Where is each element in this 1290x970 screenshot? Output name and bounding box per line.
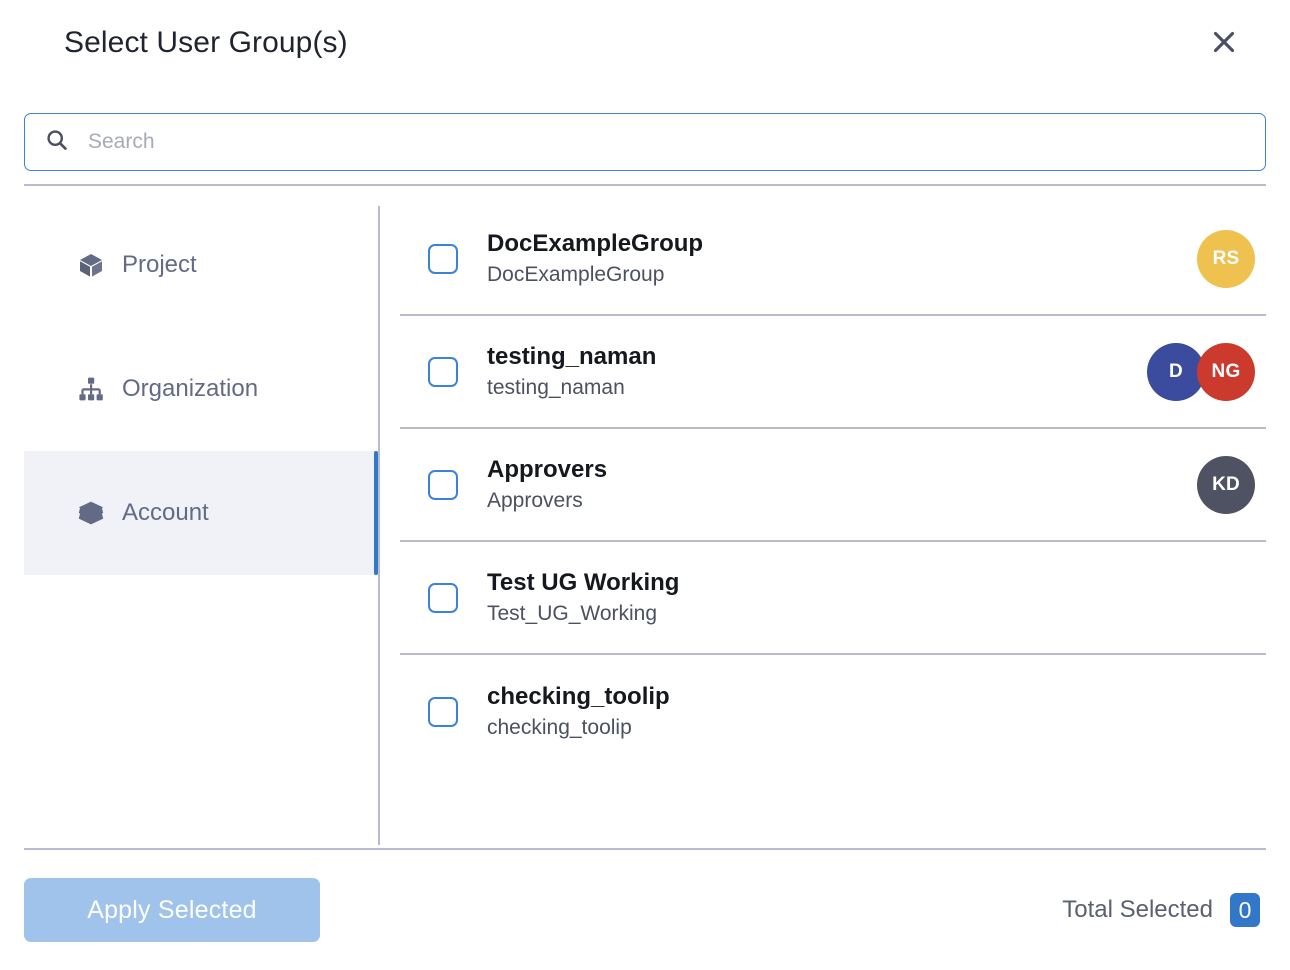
avatar-group: D NG [1147,342,1255,401]
group-subtitle: checking_toolip [487,715,632,739]
sidebar-item-label: Project [122,251,197,278]
avatar: NG [1197,342,1255,401]
search-icon [45,128,69,157]
group-subtitle: testing_naman [487,375,625,399]
group-subtitle: Approvers [487,488,583,512]
group-checkbox[interactable] [428,243,458,274]
group-name: testing_naman [487,343,657,371]
avatar: KD [1197,455,1255,514]
group-name: DocExampleGroup [487,230,704,258]
group-subtitle: DocExampleGroup [487,262,665,286]
sitemap-icon [76,374,106,404]
group-subtitle: Test_UG_Working [487,601,658,625]
avatar-group: RS [1197,229,1255,288]
table-row[interactable]: DocExampleGroup DocExampleGroup RS [400,203,1266,316]
avatar: D [1147,342,1205,401]
group-checkbox[interactable] [428,696,458,727]
table-row[interactable]: Approvers Approvers KD [400,429,1266,542]
group-checkbox[interactable] [428,356,458,387]
close-button[interactable] [1202,21,1246,65]
group-text: DocExampleGroup DocExampleGroup [487,230,1197,287]
total-selected-label: Total Selected [1062,896,1213,923]
sidebar-item-label: Account [122,499,209,526]
group-name: checking_toolip [487,683,670,711]
cube-icon [76,250,106,280]
scope-sidebar: Project Organization [0,203,378,848]
group-checkbox[interactable] [428,469,458,500]
total-selected: Total Selected 0 [1062,893,1260,927]
table-row[interactable]: Test UG Working Test_UG_Working [400,542,1266,655]
group-name: Approvers [487,456,608,484]
footer-divider [24,848,1266,850]
sidebar-item-account[interactable]: Account [24,451,378,575]
sidebar-item-label: Organization [122,375,259,402]
dialog-header: Select User Group(s) [0,0,1290,86]
apply-selected-button[interactable]: Apply Selected [24,878,320,942]
group-text: Approvers Approvers [487,456,1197,513]
header-divider [24,184,1266,186]
sidebar-item-project[interactable]: Project [24,203,378,327]
group-text: testing_naman testing_naman [487,343,1147,400]
dialog-body: Project Organization [0,186,1290,848]
search-area [0,86,1290,184]
search-input[interactable] [86,114,1245,170]
table-row[interactable]: testing_naman testing_naman D NG [400,316,1266,429]
group-checkbox[interactable] [428,582,458,613]
table-row[interactable]: checking_toolip checking_toolip [400,655,1266,768]
status-badge: 0 [1230,893,1260,927]
layers-icon [76,498,106,528]
avatar: RS [1197,229,1255,288]
user-group-list: DocExampleGroup DocExampleGroup RS testi… [380,203,1290,848]
sidebar-item-organization[interactable]: Organization [24,327,378,451]
sidebar-list-divider [378,206,380,845]
avatar-group: KD [1197,455,1255,514]
group-text: checking_toolip checking_toolip [487,683,1255,740]
page-title: Select User Group(s) [64,26,348,59]
search-box[interactable] [24,113,1266,171]
group-name: Test UG Working [487,569,680,597]
dialog-footer: Apply Selected Total Selected 0 [0,850,1290,970]
group-text: Test UG Working Test_UG_Working [487,569,1255,626]
close-icon [1210,28,1238,59]
